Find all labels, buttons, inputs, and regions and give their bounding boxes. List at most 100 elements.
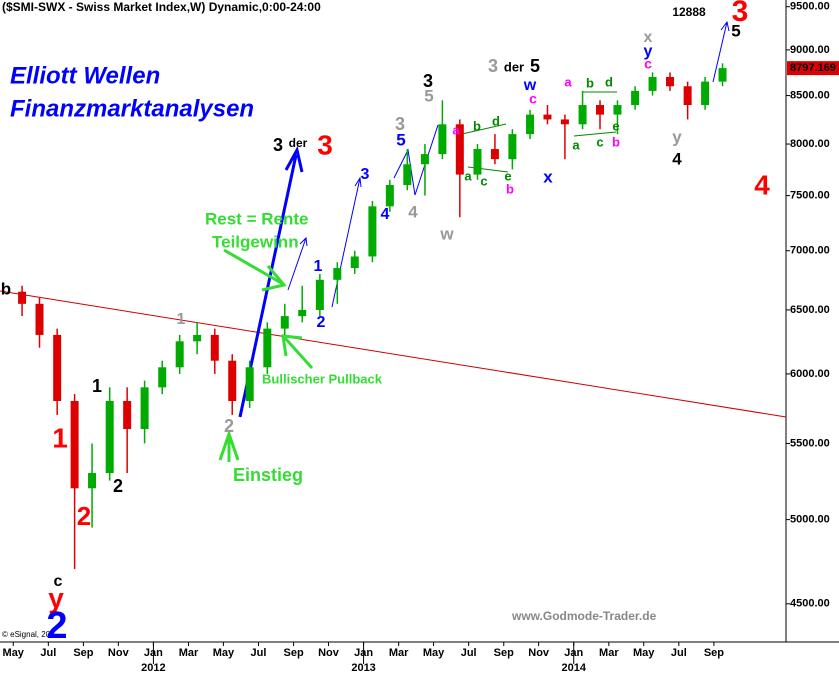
candle-body: [438, 124, 447, 155]
x-tick-label: Sep: [704, 647, 724, 659]
candle-body: [315, 279, 324, 310]
arrow: [283, 336, 314, 370]
candle-body: [701, 81, 710, 106]
wave-label: x: [543, 167, 553, 186]
wave-label: b: [586, 75, 594, 90]
candle-body: [18, 291, 27, 304]
wave-label: c: [644, 56, 652, 72]
wave-label: Bullischer Pullback: [262, 371, 383, 386]
wave-label: w: [439, 224, 454, 243]
arrow-head: [218, 429, 240, 461]
x-tick-label: May: [633, 647, 655, 659]
wave-label: 1: [177, 311, 186, 328]
y-tick-label: 5000.00: [790, 514, 830, 526]
y-tick-label: 8500.00: [790, 89, 830, 101]
candle-body: [490, 149, 499, 160]
candle-body: [718, 68, 727, 82]
candle-body: [455, 124, 464, 175]
y-tick-label: 4500.00: [790, 598, 830, 610]
x-tick-label: May: [3, 647, 25, 659]
wave-label: y: [48, 582, 64, 613]
wave-label: 2: [317, 314, 326, 331]
wave-label: b: [1, 279, 11, 298]
candle-body: [596, 105, 605, 115]
last-price: 8797.169: [790, 62, 836, 74]
wave-label: Teilgewinn: [212, 232, 299, 251]
x-tick-label: Mar: [389, 647, 409, 659]
x-tick-label: Jul: [251, 647, 267, 659]
candle-body: [245, 367, 254, 402]
year-label: 2012: [141, 662, 165, 674]
line: [573, 131, 617, 137]
wave-label: x: [644, 29, 653, 46]
arrow-head: [281, 334, 303, 357]
wave-label: 4: [754, 169, 770, 200]
wave-label: 2: [77, 501, 91, 531]
candle-body: [543, 114, 552, 120]
copyright: © eSignal, 20: [2, 630, 51, 639]
candle-body: [613, 105, 622, 115]
wave-label: 3: [423, 71, 433, 91]
arrow: [331, 176, 362, 308]
candle-body: [403, 164, 412, 186]
x-tick-label: Mar: [179, 647, 199, 659]
x-tick-label: Jul: [671, 647, 687, 659]
wave-label: 4: [408, 202, 418, 221]
x-tick-label: Jul: [461, 647, 477, 659]
wave-label: Rest = Rente: [205, 209, 308, 228]
candle-body: [385, 185, 394, 207]
wave-label: c: [529, 91, 537, 107]
wave-label: a: [464, 168, 472, 183]
y-tick-label: 6500.00: [790, 304, 830, 316]
y-tick-label: 7500.00: [790, 190, 830, 202]
y-tick-label: 5500.00: [790, 437, 830, 449]
brand: Elliott Wellen: [10, 62, 160, 89]
arrow: [287, 236, 308, 291]
x-tick-label: Nov: [528, 647, 550, 659]
wave-label: 2: [113, 476, 123, 496]
header: ($SMI-SWX - Swiss Market Index,W) Dynami…: [2, 0, 321, 14]
wave-label: 3: [361, 166, 370, 183]
x-tick-label: Nov: [108, 647, 130, 659]
wave-label: 3: [488, 56, 498, 76]
x-tick-label: May: [213, 647, 235, 659]
candle-body: [420, 154, 429, 165]
wave-label: 2: [224, 416, 234, 436]
y-tick-label: 9000.00: [790, 44, 830, 56]
arrow: [223, 248, 284, 286]
wave-label: 1: [314, 258, 323, 275]
wave-label: 3: [273, 135, 283, 155]
candle-body: [298, 309, 307, 317]
candle-body: [228, 360, 237, 402]
y-tick-label: 6000.00: [790, 368, 830, 380]
x-tick-label: Sep: [73, 647, 93, 659]
candles: [18, 63, 727, 570]
wave-label: 5: [396, 130, 405, 149]
x-tick-label: May: [423, 647, 445, 659]
wave-label: 5: [424, 86, 433, 105]
wave-label: c: [480, 173, 487, 188]
candle-body: [683, 86, 692, 106]
candle-body: [210, 334, 219, 361]
wave-label: b: [473, 118, 481, 133]
candle-body: [560, 119, 569, 125]
x-tick-label: Nov: [318, 647, 340, 659]
wave-label: c: [54, 573, 63, 590]
wave-label: b: [612, 134, 620, 149]
candle-body: [105, 401, 114, 474]
candle-body: [631, 90, 640, 106]
candle-body: [665, 76, 674, 87]
x-tick-label: Jul: [40, 647, 56, 659]
wave-label: e: [504, 168, 511, 183]
x-tick-label: Sep: [494, 647, 514, 659]
wave-label: y: [644, 43, 653, 60]
candle-body: [70, 401, 79, 489]
wave-label: b: [506, 181, 514, 196]
wave-label: c: [596, 134, 603, 149]
wave-label: Einstieg: [233, 465, 303, 485]
wave-label: y: [672, 127, 682, 146]
last-price-box: [787, 61, 839, 76]
